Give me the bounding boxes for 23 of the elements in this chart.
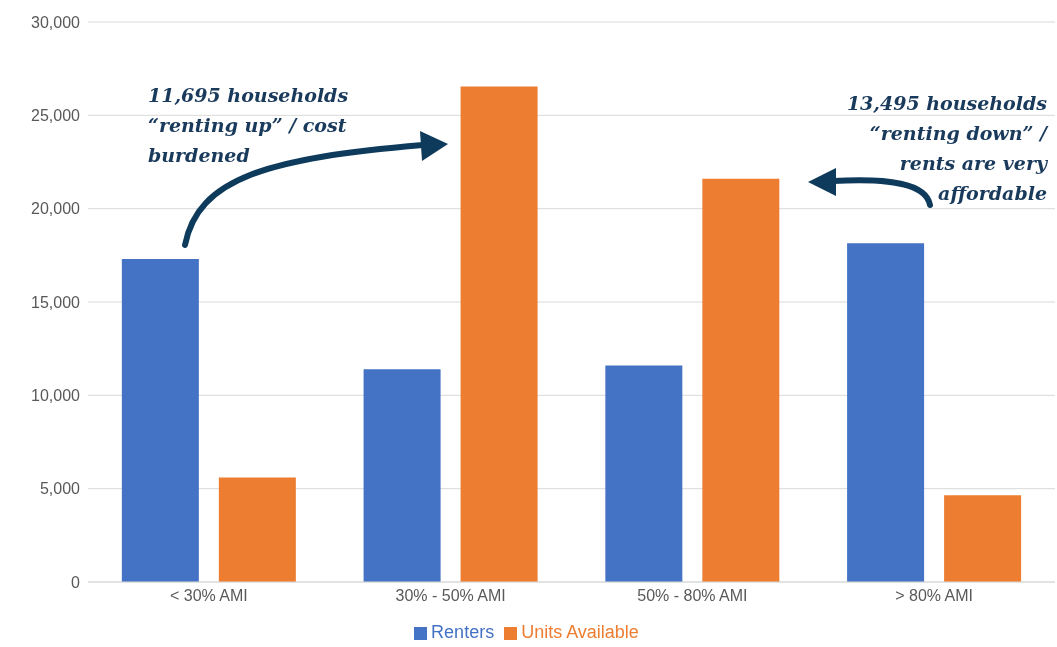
x-tick-label: < 30% AMI (169, 587, 248, 605)
bar (605, 365, 683, 582)
y-tick-label: 20,000 (31, 200, 81, 218)
bar (121, 259, 199, 582)
bar (847, 243, 925, 582)
legend-label: Units Available (521, 622, 639, 642)
bar (460, 86, 538, 582)
y-tick-label: 5,000 (39, 480, 81, 498)
bar (218, 477, 296, 582)
y-tick-label: 10,000 (31, 387, 81, 405)
y-tick-label: 25,000 (31, 107, 81, 125)
bar (702, 178, 780, 582)
bar (363, 369, 441, 582)
annotation: 13,495 households “renting down” / rents are very affordable (845, 91, 1047, 206)
x-tick-label: 30% - 50% AMI (395, 587, 506, 605)
x-tick-label: 50% - 80% AMI (637, 587, 748, 605)
legend-label: Renters (431, 622, 495, 642)
y-tick-label: 0 (71, 573, 81, 591)
annotation: 11,695 households “renting up” / cost burdened (148, 83, 350, 168)
x-tick-label: > 80% AMI (895, 587, 974, 605)
bar (944, 495, 1022, 582)
y-tick-label: 15,000 (31, 293, 81, 311)
y-tick-label: 30,000 (31, 13, 81, 31)
